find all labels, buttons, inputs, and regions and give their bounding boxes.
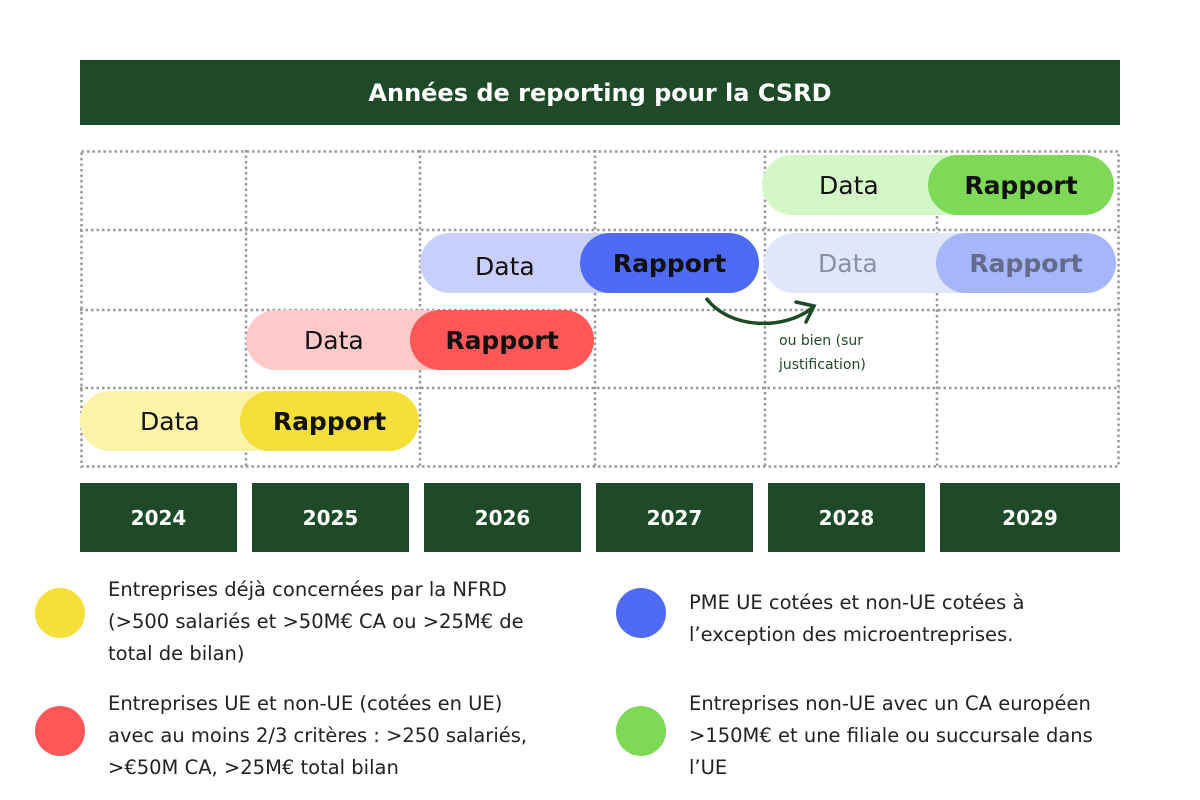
legend-dot xyxy=(616,706,666,756)
title: Années de reporting pour la CSRD xyxy=(80,60,1120,125)
legend-text: Entreprises déjà concernées par la NFRD (… xyxy=(108,574,524,670)
legend-text: Entreprises UE et non-UE (cotées en UE) a… xyxy=(108,688,527,784)
report-pill: Rapport xyxy=(928,155,1114,215)
report-pill: Rapport xyxy=(240,391,419,451)
year: 2028 xyxy=(768,483,925,552)
annotation: ou bien (sur justification) xyxy=(779,333,866,373)
legend-text: PME UE cotées et non-UE cotées à l’except… xyxy=(689,587,1024,651)
year: 2027 xyxy=(596,483,753,552)
report-pill: Rapport xyxy=(410,310,594,370)
legend-line: avec au moins 2/3 critères : >250 salari… xyxy=(108,724,528,747)
legend-line: PME UE cotées et non-UE cotées à xyxy=(689,591,1025,614)
legend-dot xyxy=(35,588,85,638)
year: 2029 xyxy=(940,483,1120,552)
legend-line: Entreprises UE et non-UE (cotées en UE) xyxy=(108,692,503,715)
legend-dot xyxy=(35,706,85,756)
legend-text: Entreprises non-UE avec un CA européen >1… xyxy=(689,688,1093,784)
year: 2024 xyxy=(80,483,237,552)
year: 2026 xyxy=(424,483,581,552)
legend-line: >150M€ et une filiale ou succursale dans xyxy=(689,724,1093,747)
legend-line: Entreprises non-UE avec un CA européen xyxy=(689,692,1091,715)
legend-line: total de bilan) xyxy=(108,642,245,665)
arrow xyxy=(704,296,817,326)
legend-dot xyxy=(616,588,666,638)
legend-line: >€50M CA, >25M€ total bilan xyxy=(108,756,399,779)
legend-line: l’UE xyxy=(689,756,728,779)
report-pill: Rapport xyxy=(936,233,1116,293)
legend-line: l’exception des microentreprises. xyxy=(689,623,1014,646)
report-pill: Rapport xyxy=(580,233,759,293)
legend-line: (>500 salariés et >50M€ CA ou >25M€ de xyxy=(108,610,524,633)
legend-line: Entreprises déjà concernées par la NFRD xyxy=(108,578,507,601)
year: 2025 xyxy=(252,483,409,552)
